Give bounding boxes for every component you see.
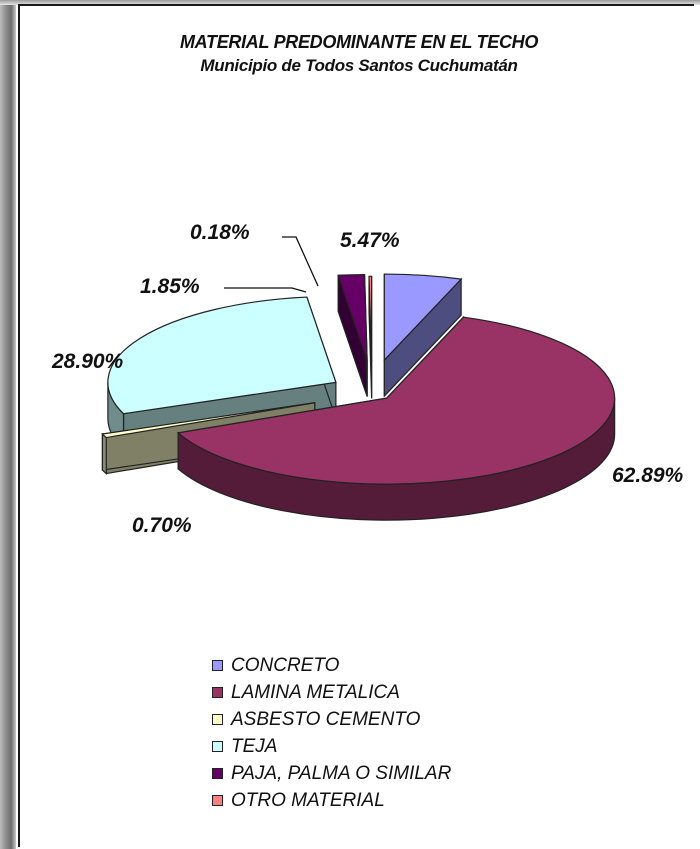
legend-item: PAJA, PALMA O SIMILAR bbox=[212, 760, 451, 787]
legend-label: CONCRETO bbox=[231, 654, 340, 676]
data-label: 0.70% bbox=[132, 514, 192, 537]
top-edge-shadow bbox=[0, 0, 700, 5]
pie-slice-top bbox=[107, 296, 337, 415]
legend-swatch bbox=[212, 687, 223, 698]
pie-slice-outer-wall bbox=[101, 432, 107, 475]
pie-slice-lamina-metalica bbox=[176, 315, 616, 521]
leader-line bbox=[224, 287, 307, 293]
legend-item: TEJA bbox=[212, 733, 451, 760]
leader-line bbox=[282, 236, 319, 287]
data-label: 0.18% bbox=[190, 221, 250, 244]
pie-slice-top bbox=[383, 273, 463, 362]
legend-label: LAMINA METALICA bbox=[231, 681, 400, 703]
data-label: 62.89% bbox=[612, 464, 684, 487]
pie-slice-top bbox=[176, 316, 616, 485]
pie-slice-top bbox=[337, 273, 368, 361]
legend-swatch bbox=[212, 660, 223, 671]
legend-item: CONCRETO bbox=[212, 652, 451, 679]
legend-swatch bbox=[212, 768, 223, 779]
data-label: 5.47% bbox=[340, 229, 400, 252]
legend-item: OTRO MATERIAL bbox=[212, 787, 451, 814]
pie-slice-top bbox=[368, 275, 373, 363]
pie-slice-otro-material bbox=[368, 275, 373, 399]
slice-labels: 5.47% 62.89% 0.70% 28.90% 1.85% 0.18% bbox=[51, 221, 684, 537]
data-label: 1.85% bbox=[140, 275, 200, 298]
legend-label: ASBESTO CEMENTO bbox=[231, 708, 421, 730]
leader-lines bbox=[224, 236, 319, 293]
pie-slice-concreto bbox=[383, 273, 463, 398]
legend-label: PAJA, PALMA O SIMILAR bbox=[231, 762, 452, 784]
legend-label: OTRO MATERIAL bbox=[231, 789, 385, 811]
chart-subtitle: Municipio de Todos Santos Cuchumatán bbox=[200, 56, 518, 75]
pie-slices bbox=[101, 273, 616, 521]
legend-item: LAMINA METALICA bbox=[212, 679, 451, 706]
legend-label: TEJA bbox=[231, 735, 278, 757]
data-label: 28.90% bbox=[51, 350, 124, 373]
left-edge-shadow bbox=[0, 0, 16, 849]
chart-title: MATERIAL PREDOMINANTE EN EL TECHO bbox=[179, 32, 539, 52]
legend-swatch bbox=[212, 714, 223, 725]
pie-slice-paja-palma-o-similar bbox=[337, 273, 368, 397]
legend-swatch bbox=[212, 795, 223, 806]
pie-slice-top bbox=[101, 402, 315, 439]
legend-item: ASBESTO CEMENTO bbox=[212, 706, 451, 733]
legend: CONCRETO LAMINA METALICA ASBESTO CEMENTO TE… bbox=[212, 652, 451, 814]
legend-swatch bbox=[212, 741, 223, 752]
